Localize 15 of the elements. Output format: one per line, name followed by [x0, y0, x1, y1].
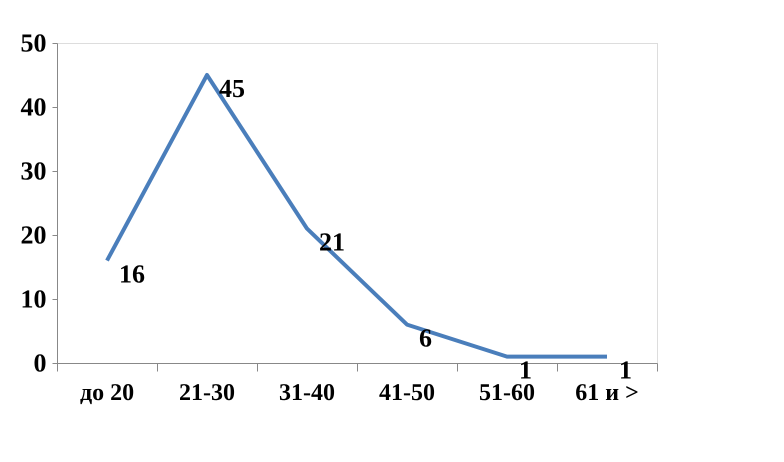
data-label: 16	[119, 260, 145, 289]
x-tick-label: 21-30	[179, 380, 235, 406]
x-tick-label: 41-50	[379, 380, 435, 406]
y-tick-label: 0	[34, 348, 46, 378]
y-tick-label: 20	[20, 220, 46, 250]
line-series	[105, 73, 609, 359]
x-tick-label: до 20	[80, 380, 134, 406]
y-tick-label: 30	[20, 156, 46, 186]
y-tick-label: 10	[20, 284, 46, 314]
x-tick-label: 31-40	[279, 380, 335, 406]
y-tick-label: 40	[20, 92, 46, 122]
data-label: 21	[319, 228, 345, 257]
data-label: 6	[419, 324, 432, 353]
y-tick-label: 50	[20, 28, 46, 58]
data-label: 45	[219, 74, 245, 103]
